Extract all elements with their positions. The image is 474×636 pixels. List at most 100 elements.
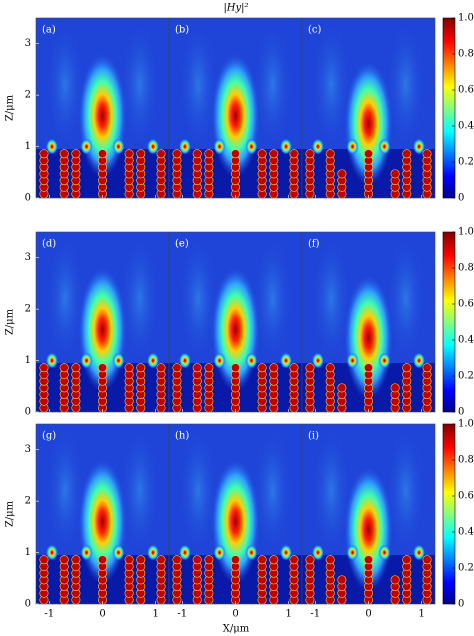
side-glow — [387, 430, 424, 551]
x-tick-label: -1 — [310, 609, 320, 620]
edge-spot — [45, 352, 58, 369]
edge-spot — [311, 138, 324, 155]
colorbar-tick-label: 0.4 — [458, 527, 474, 538]
pillar-spot — [402, 363, 412, 373]
colorbar-tick-label: 0.8 — [458, 263, 474, 274]
pillar-spot — [124, 555, 134, 565]
x-tick-label: 1 — [419, 609, 425, 620]
x-tick-label: -1 — [177, 609, 187, 620]
side-glow — [313, 24, 350, 145]
pillar-spot — [390, 575, 400, 585]
y-tick-label: 2 — [25, 304, 31, 315]
colorbar-tick-label: 0.2 — [458, 563, 474, 574]
side-glow — [47, 430, 84, 551]
panel-label: (e) — [175, 239, 189, 250]
panel: (e) — [168, 231, 303, 413]
panel: (h) -1 0 1 — [168, 423, 303, 620]
title: |Hy|² — [223, 3, 248, 14]
colorbar — [442, 423, 456, 605]
pillar-spot — [136, 555, 146, 565]
field-map — [36, 424, 169, 604]
y-tick-label: 1 — [25, 141, 31, 152]
pillar-spot — [363, 555, 373, 565]
pillar-spot — [337, 383, 347, 393]
pillar-spot — [422, 149, 432, 159]
panel-label: (f) — [308, 239, 320, 250]
colorbar-tick-label: 0 — [458, 193, 464, 204]
panel-label: (c) — [308, 25, 322, 36]
pillar-spot — [257, 555, 267, 565]
pillar-spot — [402, 149, 412, 159]
edge-spot — [311, 352, 324, 369]
pillar-spot — [192, 555, 202, 565]
colorbar-tick-label: 0.6 — [458, 491, 474, 502]
pillar-spot — [363, 363, 373, 373]
edge-spot — [280, 544, 293, 561]
side-glow — [254, 238, 291, 359]
y-tick-label: 2 — [25, 496, 31, 507]
pillar-spot — [305, 363, 315, 373]
edge-spot — [346, 138, 359, 155]
panel: (d) — [35, 231, 170, 413]
y-tick-label: 2 — [25, 90, 31, 101]
x-tick-label: -1 — [44, 609, 54, 620]
pillar-spot — [124, 363, 134, 373]
pillar-spot — [422, 363, 432, 373]
pillar-spot — [337, 169, 347, 179]
pillar-spot — [172, 555, 182, 565]
pillar-spot — [156, 555, 166, 565]
pillar-spot — [363, 149, 373, 159]
pillar-spot — [269, 149, 279, 159]
side-glow — [254, 24, 291, 145]
pillar-spot — [71, 149, 81, 159]
edge-spot — [80, 138, 93, 155]
field-map — [302, 232, 435, 412]
edge-spot — [147, 138, 160, 155]
panel: (g) -1 0 1 — [35, 423, 170, 620]
colorbar — [442, 17, 456, 199]
field-map — [36, 232, 169, 412]
x-tick-label: 1 — [286, 609, 292, 620]
edge-spot — [147, 544, 160, 561]
panel-label: (i) — [308, 431, 319, 442]
pillar-spot — [289, 149, 299, 159]
edge-spot — [245, 138, 258, 155]
field-map — [169, 424, 302, 604]
panel-label: (h) — [175, 431, 189, 442]
colorbar-tick-label: 0.8 — [458, 49, 474, 60]
panel-label: (d) — [42, 239, 56, 250]
edge-spot — [178, 138, 191, 155]
edge-spot — [346, 544, 359, 561]
y-tick-label: 0 — [25, 193, 31, 204]
field-map — [36, 18, 169, 198]
pillar-spot — [204, 555, 214, 565]
edge-spot — [80, 544, 93, 561]
edge-spot — [346, 352, 359, 369]
colorbar-tick-label: 0 — [458, 407, 464, 418]
pillar-spot — [98, 149, 108, 159]
pillar-spot — [325, 149, 335, 159]
pillar-spot — [390, 169, 400, 179]
pillar-spot — [402, 555, 412, 565]
x-tick-label: 0 — [365, 609, 371, 620]
pillar-spot — [204, 149, 214, 159]
panel-label: (b) — [175, 25, 189, 36]
edge-spot — [147, 352, 160, 369]
edge-spot — [213, 352, 226, 369]
side-glow — [180, 24, 217, 145]
colorbar-tick-label: 1.0 — [458, 13, 474, 24]
pillar-spot — [39, 363, 49, 373]
hotspot — [344, 275, 393, 400]
side-glow — [313, 238, 350, 359]
side-glow — [387, 238, 424, 359]
field-map — [169, 18, 302, 198]
side-glow — [180, 238, 217, 359]
pillar-spot — [71, 555, 81, 565]
pillar-spot — [305, 555, 315, 565]
y-tick-label: 1 — [25, 355, 31, 366]
edge-spot — [311, 544, 324, 561]
colorbar-tick-label: 0.8 — [458, 455, 474, 466]
field-map — [169, 232, 302, 412]
edge-spot — [245, 352, 258, 369]
edge-spot — [378, 138, 391, 155]
